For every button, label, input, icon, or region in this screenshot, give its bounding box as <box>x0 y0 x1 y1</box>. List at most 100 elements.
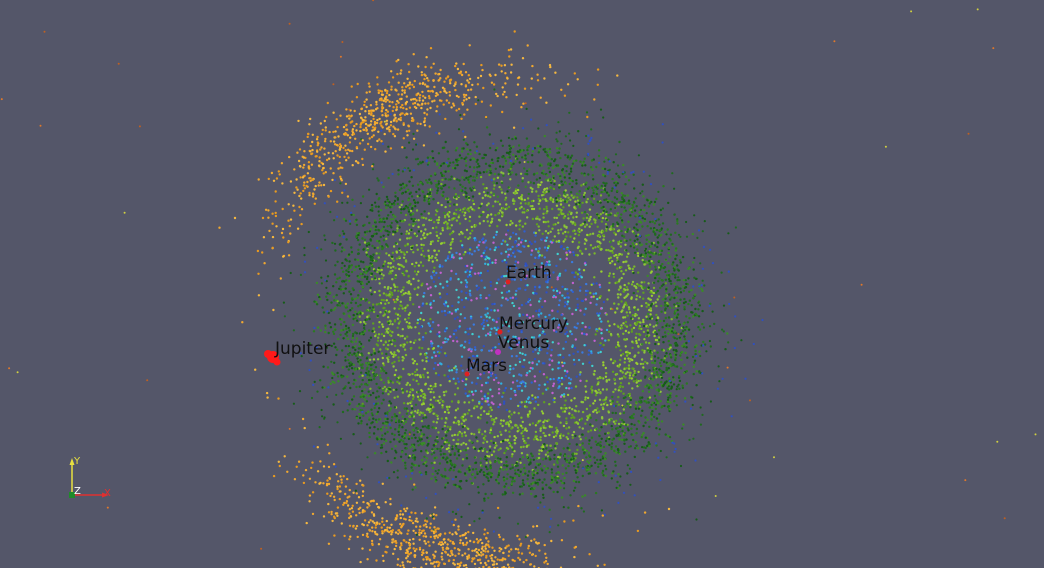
asteroid-dot <box>617 365 621 368</box>
asteroid-dot <box>456 485 459 488</box>
asteroid-dot <box>543 300 547 303</box>
asteroid-dot <box>446 150 449 153</box>
asteroid-dot <box>657 295 661 298</box>
asteroid-dot <box>556 318 559 321</box>
asteroid-dot <box>371 265 374 268</box>
asteroid-dot <box>611 200 614 204</box>
asteroid-dot <box>386 225 389 228</box>
asteroid-dot <box>541 327 545 330</box>
asteroid-dot <box>539 199 542 202</box>
asteroid-dot <box>547 220 550 223</box>
asteroid-dot <box>529 401 532 404</box>
asteroid-dot <box>574 308 578 312</box>
asteroid-dot <box>372 372 375 375</box>
asteroid-dot <box>490 213 493 216</box>
asteroid-dot <box>514 208 518 211</box>
asteroid-dot <box>430 477 433 480</box>
asteroid-dot <box>697 326 700 329</box>
asteroid-dot <box>495 230 498 234</box>
asteroid-dot <box>473 141 476 144</box>
asteroid-dot <box>541 237 544 240</box>
asteroid-dot <box>485 216 489 219</box>
asteroid-dot <box>329 291 332 294</box>
asteroid-dot <box>471 199 475 202</box>
asteroid-dot <box>533 407 536 410</box>
asteroid-dot <box>458 485 461 488</box>
asteroid-dot <box>565 296 569 299</box>
asteroid-dot <box>620 205 623 209</box>
asteroid-dot <box>650 260 653 263</box>
asteroid-dot <box>378 282 381 285</box>
asteroid-dot <box>656 351 659 354</box>
asteroid-dot <box>555 426 558 430</box>
asteroid-dot <box>620 438 624 441</box>
asteroid-dot <box>431 403 434 407</box>
asteroid-dot <box>381 228 384 231</box>
asteroid-dot <box>443 216 447 219</box>
asteroid-dot <box>509 475 512 479</box>
asteroid-dot <box>548 313 551 317</box>
asteroid-dot <box>505 261 508 264</box>
asteroid-dot <box>619 381 623 385</box>
asteroid-dot <box>387 393 390 396</box>
asteroid-dot <box>617 242 620 246</box>
asteroid-dot <box>607 289 611 292</box>
asteroid-dot <box>624 345 627 348</box>
asteroid-dot <box>449 258 452 261</box>
asteroid-dot <box>370 203 374 207</box>
asteroid-dot <box>461 232 464 235</box>
asteroid-dot <box>469 152 472 156</box>
asteroid-dot <box>381 325 385 328</box>
asteroid-dot <box>540 410 544 413</box>
asteroid-dot <box>399 183 403 187</box>
asteroid-dot <box>368 339 371 342</box>
asteroid-dot <box>600 190 603 194</box>
asteroid-dot <box>388 333 392 337</box>
asteroid-dot <box>615 451 618 454</box>
asteroid-dot <box>473 209 476 212</box>
asteroid-dot <box>420 253 423 256</box>
asteroid-dot <box>545 207 548 210</box>
asteroid-dot <box>450 175 453 178</box>
asteroid-dot <box>487 403 490 406</box>
asteroid-dot <box>436 333 439 336</box>
asteroid-dot <box>622 421 625 424</box>
asteroid-dot <box>416 411 419 414</box>
asteroid-dot <box>576 422 580 425</box>
asteroid-dot <box>669 401 672 404</box>
asteroid-dot <box>643 255 647 259</box>
asteroid-dot <box>417 398 421 401</box>
asteroid-dot <box>469 477 472 481</box>
asteroid-dot <box>541 362 545 365</box>
asteroid-dot <box>391 416 394 419</box>
asteroid-dot <box>406 381 409 385</box>
asteroid-dot <box>433 160 436 163</box>
asteroid-dot <box>667 251 670 255</box>
asteroid-dot <box>597 410 601 413</box>
asteroid-dot <box>601 471 604 475</box>
asteroid-dot <box>553 453 556 457</box>
asteroid-dot <box>401 435 404 438</box>
asteroid-dot <box>591 174 594 177</box>
asteroid-dot <box>596 391 599 394</box>
asteroid-dot <box>515 289 518 293</box>
asteroid-dot <box>612 239 615 242</box>
asteroid-dot <box>409 296 412 299</box>
asteroid-dot <box>651 406 654 409</box>
asteroid-dot <box>632 246 636 249</box>
asteroid-dot <box>596 407 599 410</box>
asteroid-dot <box>501 316 504 319</box>
asteroid-dot <box>594 333 597 336</box>
asteroid-dot <box>354 315 358 318</box>
asteroid-dot <box>366 315 369 319</box>
asteroid-dot <box>387 322 390 325</box>
asteroid-dot <box>531 394 534 397</box>
asteroid-dot <box>600 307 603 310</box>
asteroid-dot <box>546 279 550 282</box>
asteroid-dot <box>449 277 452 280</box>
asteroid-dot <box>484 381 488 385</box>
asteroid-dot <box>385 388 388 391</box>
asteroid-dot <box>428 410 431 414</box>
asteroid-dot <box>425 179 428 182</box>
asteroid-dot <box>551 431 554 434</box>
